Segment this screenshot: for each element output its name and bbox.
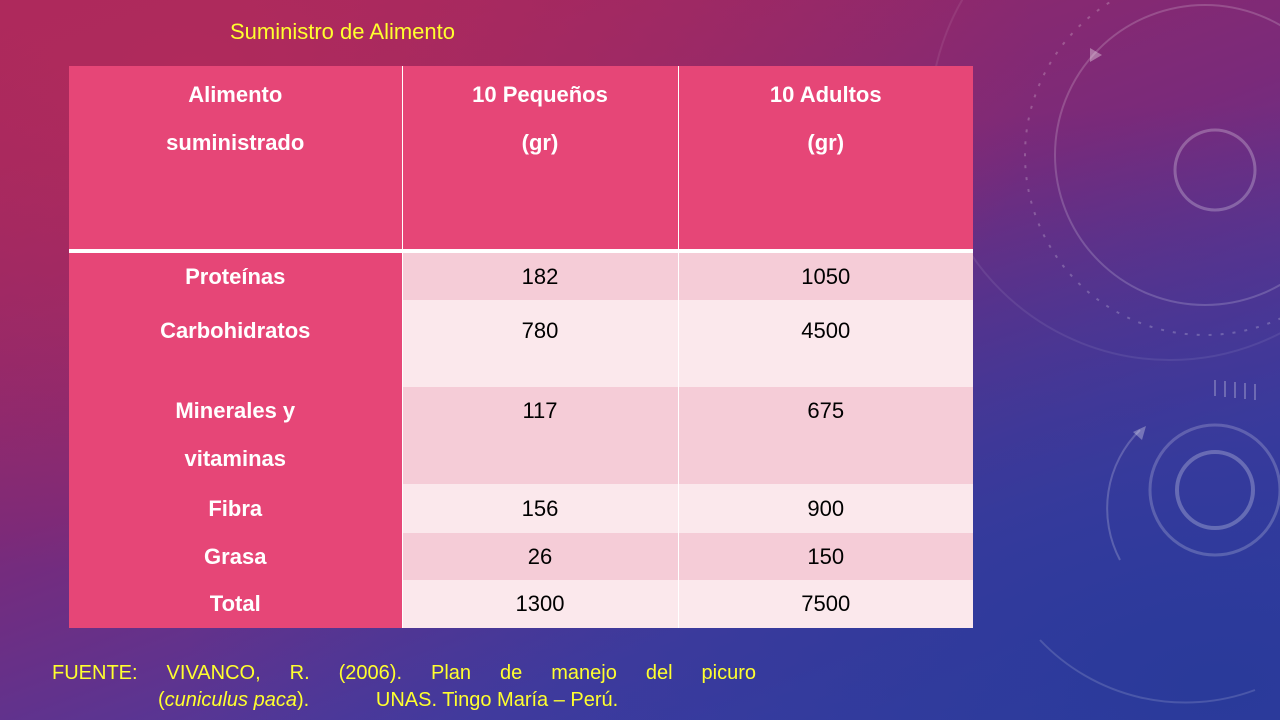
- table-row: Fibra 156 900: [69, 484, 973, 533]
- cell-adult: 1050: [678, 251, 973, 300]
- source-close: ).: [296, 689, 310, 711]
- slide-title: Suministro de Alimento: [230, 19, 455, 44]
- cell-adult: 4500: [678, 300, 973, 387]
- source-line2: (cuniculus paca). UNAS. Tingo María – Pe…: [52, 687, 756, 714]
- cell-adult: 900: [678, 484, 973, 533]
- cell-adult: 150: [678, 533, 973, 580]
- cell-small: 182: [402, 251, 679, 300]
- source-citation: FUENTE: VIVANCO, R. (2006). Plan de mane…: [52, 660, 756, 714]
- table-row: Grasa 26 150: [69, 533, 973, 580]
- source-line1: FUENTE: VIVANCO, R. (2006). Plan de mane…: [52, 662, 756, 684]
- header-small: 10 Pequeños (gr): [402, 66, 679, 251]
- row-label: Minerales y vitaminas: [69, 387, 403, 484]
- table-row: Carbohidratos 780 4500: [69, 300, 973, 387]
- row-label-line1: Minerales y: [175, 398, 296, 423]
- table-header-row: Alimento suministrado 10 Pequeños (gr) 1…: [69, 66, 973, 251]
- row-label: Fibra: [69, 484, 403, 533]
- source-open-paren: (: [158, 689, 165, 711]
- header-adult-line1: 10 Adultos: [769, 82, 882, 107]
- cell-small: 1300: [402, 580, 679, 628]
- cell-adult: 7500: [678, 580, 973, 628]
- header-adult: 10 Adultos (gr): [678, 66, 973, 251]
- header-food-line2: suministrado: [166, 130, 305, 155]
- source-institution: UNAS. Tingo María – Perú.: [375, 689, 619, 711]
- header-small-line1: 10 Pequeños: [472, 82, 608, 107]
- table-row: Total 1300 7500: [69, 580, 973, 628]
- table-row: Proteínas 182 1050: [69, 251, 973, 300]
- food-supply-table: Alimento suministrado 10 Pequeños (gr) 1…: [69, 66, 973, 628]
- header-food-line1: Alimento: [188, 82, 283, 107]
- header-food: Alimento suministrado: [69, 66, 403, 251]
- header-small-line2: (gr): [521, 130, 559, 155]
- row-label: Proteínas: [69, 251, 403, 300]
- cell-small: 117: [402, 387, 679, 484]
- row-label: Total: [69, 580, 403, 628]
- header-adult-line2: (gr): [807, 130, 845, 155]
- row-label-line2: vitaminas: [184, 446, 287, 471]
- source-species: cuniculus paca: [164, 689, 297, 711]
- cell-small: 156: [402, 484, 679, 533]
- cell-small: 780: [402, 300, 679, 387]
- table-row: Minerales y vitaminas 117 675: [69, 387, 973, 484]
- row-label: Carbohidratos: [69, 300, 403, 387]
- cell-adult: 675: [678, 387, 973, 484]
- row-label: Grasa: [69, 533, 403, 580]
- cell-small: 26: [402, 533, 679, 580]
